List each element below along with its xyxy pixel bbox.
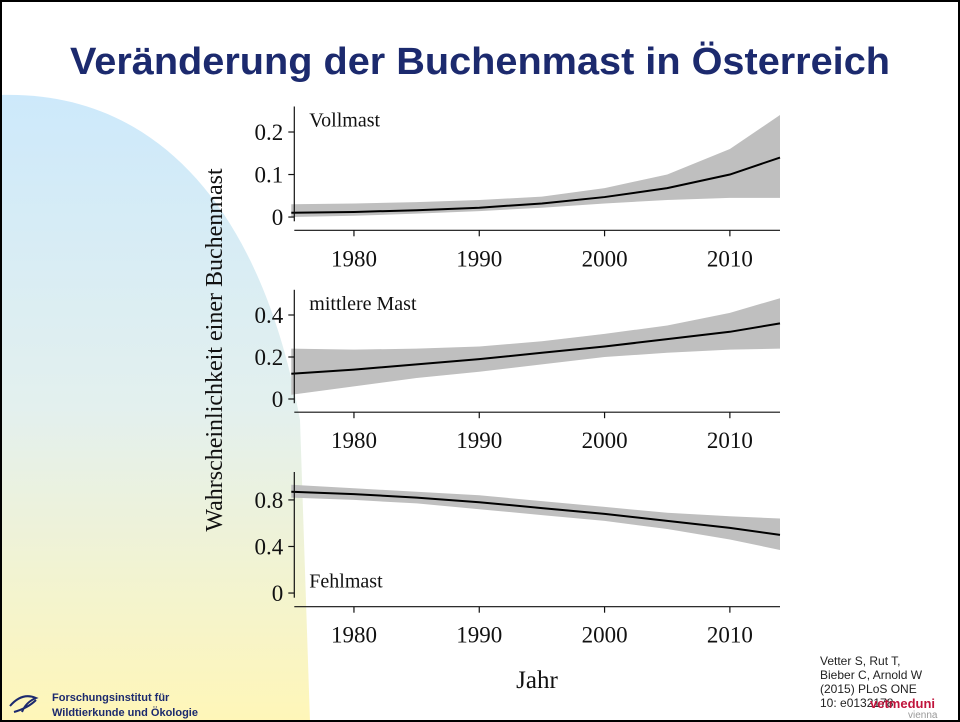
y-tick-label: 0.1 — [255, 163, 284, 188]
decor-arc — [0, 94, 310, 722]
institute-name: Wildtierkunde und Ökologie — [52, 706, 198, 719]
panel-label: mittlere Mast — [309, 293, 417, 315]
y-tick-label: 0.4 — [255, 534, 284, 559]
confidence-band — [291, 484, 780, 550]
x-tick-label: 1990 — [456, 623, 502, 648]
y-tick-label: 0 — [272, 205, 284, 230]
y-tick-label: 0.4 — [255, 303, 284, 328]
citation-line: 10: e0132178 — [820, 696, 894, 710]
x-tick-label: 2010 — [707, 623, 753, 648]
brand-sub: vienna — [908, 710, 938, 721]
plot: 0 0.2 0.4 1980 1990 2000 2010 mittlere Mast — [255, 289, 781, 453]
y-tick-label: 0.2 — [255, 120, 284, 145]
panel-label: Vollmast — [309, 110, 380, 132]
plot: 0 0.1 0.2 1980 1990 2000 2010 Vollmast — [255, 106, 781, 271]
brand: vetmeduni — [870, 696, 935, 711]
line — [291, 322, 781, 375]
x-tick-label: 2010 — [707, 246, 753, 271]
y-axis-label: Wahrscheinlichkeit einer Buchenmast — [202, 168, 228, 532]
y-tick-label: 0.2 — [255, 345, 284, 370]
plots: 0 0.1 0.2 1980 1990 2000 2010 Vollmast 0 0.2 0.4 19… — [255, 106, 781, 648]
line — [291, 156, 781, 214]
x-tick-label: 1990 — [456, 246, 502, 271]
panel-label: Fehlmast — [309, 571, 383, 593]
y-tick-label: 0 — [272, 387, 284, 412]
x-tick-label: 2000 — [582, 428, 628, 453]
citation-line: Vetter S, Rut T, — [820, 654, 900, 668]
x-tick-label: 1980 — [331, 623, 377, 648]
institute-logo — [9, 695, 39, 713]
confidence-band — [291, 298, 780, 395]
y-tick-label: 0 — [272, 581, 284, 606]
x-tick-label: 2000 — [582, 623, 628, 648]
line — [291, 490, 781, 536]
x-tick-label: 1990 — [456, 428, 502, 453]
y-tick-label: 0.8 — [255, 488, 284, 513]
x-tick-label: 2000 — [582, 246, 628, 271]
x-tick-label: 1980 — [331, 428, 377, 453]
x-axis-label: Jahr — [516, 667, 558, 694]
plot: 0 0.4 0.8 1980 1990 2000 2010 Fehlmast — [255, 472, 781, 648]
confidence-band — [291, 115, 780, 218]
slide-title: Veränderung der Buchenmast in Österreich — [70, 40, 890, 83]
x-tick-label: 2010 — [707, 428, 753, 453]
citation-line: Bieber C, Arnold W — [820, 668, 923, 682]
institute-name: Forschungsinstitut für — [52, 692, 170, 704]
x-tick-label: 1980 — [331, 246, 377, 271]
citation-line: (2015) PLoS ONE — [820, 682, 917, 696]
citation: Vetter S, Rut T, Bieber C, Arnold W (201… — [820, 654, 923, 710]
